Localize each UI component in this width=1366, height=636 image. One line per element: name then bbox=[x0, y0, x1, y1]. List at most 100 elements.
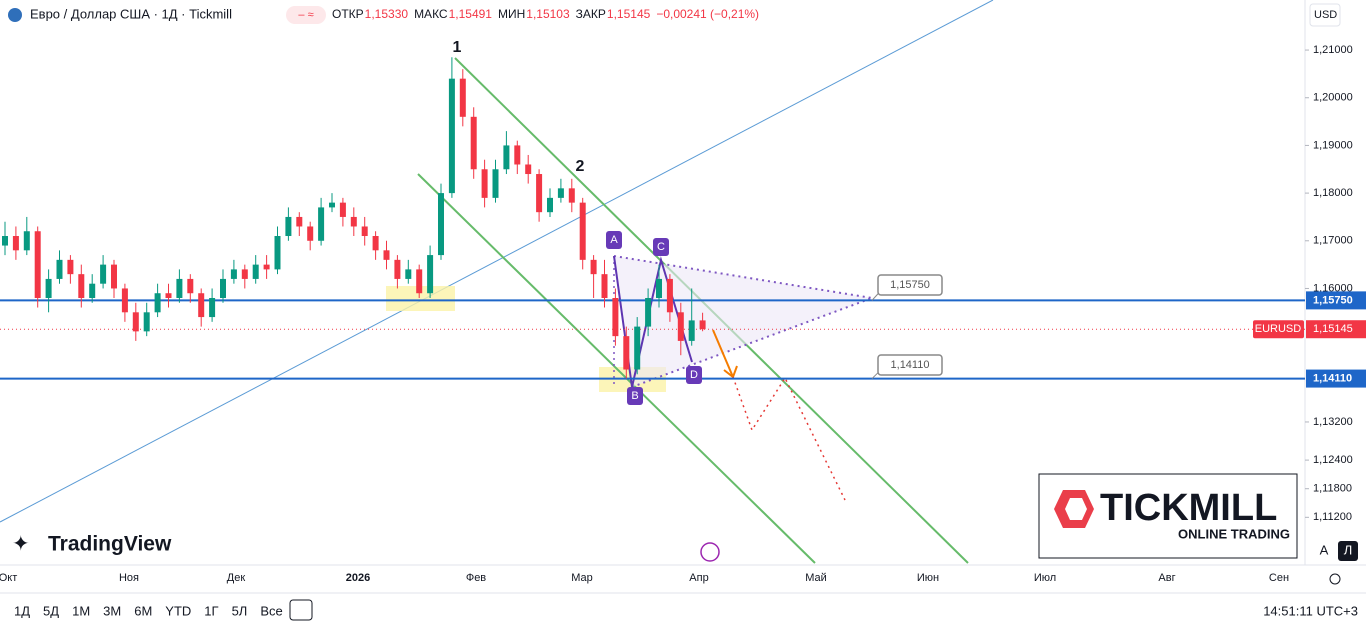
candle-body bbox=[23, 231, 30, 251]
candle-body bbox=[307, 226, 314, 241]
candle-body bbox=[699, 320, 706, 330]
callout-label: 1,14110 bbox=[891, 359, 930, 371]
candle-body bbox=[329, 202, 335, 208]
y-tick-label: 1,11200 bbox=[1313, 511, 1352, 523]
candle-body bbox=[427, 255, 434, 294]
candle-body bbox=[547, 197, 553, 213]
candle-body bbox=[536, 174, 543, 213]
candle-body bbox=[470, 116, 477, 170]
last-name-tag bbox=[1253, 320, 1304, 339]
candle-body bbox=[634, 326, 641, 370]
candle-body bbox=[100, 264, 107, 284]
x-tick-label: Ноя bbox=[119, 572, 139, 584]
candle-body bbox=[263, 264, 270, 270]
candle-body bbox=[198, 293, 205, 318]
candle-body bbox=[12, 236, 19, 251]
candle-body bbox=[666, 278, 673, 313]
y-tick-label: 1,20000 bbox=[1313, 92, 1353, 104]
watermark-logo: ✦ bbox=[12, 533, 30, 556]
pattern-label: C bbox=[657, 241, 665, 253]
timeframe-button[interactable]: 5Д bbox=[43, 603, 59, 618]
timeframe-button[interactable]: YTD bbox=[165, 603, 191, 618]
symbol-icon bbox=[8, 8, 22, 22]
candle-body bbox=[405, 269, 412, 279]
pattern-label: D bbox=[690, 369, 698, 381]
callout-box bbox=[877, 354, 943, 376]
ohlc-label: МАКС bbox=[414, 7, 448, 21]
timeframe-button[interactable]: 1М bbox=[72, 603, 90, 618]
candle-body bbox=[56, 259, 63, 279]
pattern-tag bbox=[606, 231, 622, 249]
scale-button-label: Л bbox=[1344, 542, 1353, 557]
candle-body bbox=[623, 336, 630, 370]
triangle-edge bbox=[631, 297, 873, 388]
triangle-edge bbox=[613, 255, 873, 299]
candle-body bbox=[45, 278, 52, 298]
x-tick-label: Июл bbox=[1034, 572, 1056, 584]
scale-button[interactable] bbox=[1338, 541, 1358, 561]
scale-button-label: A bbox=[1320, 542, 1329, 557]
candle-body bbox=[677, 312, 684, 341]
y-tick-label: 1,17000 bbox=[1313, 235, 1353, 247]
logo-brand: TICKMILL bbox=[1100, 487, 1277, 529]
candle-body bbox=[176, 278, 183, 298]
x-tick-label: Дек bbox=[227, 572, 246, 584]
candle-body bbox=[590, 259, 597, 275]
candle-body bbox=[132, 312, 139, 332]
candle-body bbox=[601, 274, 608, 298]
timeframe-button[interactable]: 1Г bbox=[204, 603, 218, 618]
pattern-tag bbox=[627, 387, 643, 405]
candle-body bbox=[612, 297, 619, 337]
candle-body bbox=[645, 297, 652, 327]
settings-icon[interactable] bbox=[1329, 573, 1341, 585]
y-tick-label: 1,19000 bbox=[1313, 139, 1353, 151]
candle-body bbox=[220, 278, 226, 298]
candle-body bbox=[209, 297, 216, 318]
channel-line bbox=[417, 173, 816, 564]
timeframe-button[interactable]: 5Л bbox=[232, 603, 248, 618]
candle-body bbox=[2, 236, 8, 246]
candle-body bbox=[241, 269, 248, 279]
candle-body bbox=[514, 145, 521, 165]
candle-body bbox=[503, 145, 510, 170]
candle-body bbox=[78, 274, 85, 298]
scale-button[interactable] bbox=[1314, 541, 1334, 561]
wave-label: 2 bbox=[576, 158, 585, 175]
pattern-tag bbox=[686, 366, 702, 384]
candle-body bbox=[274, 236, 281, 270]
candle-body bbox=[492, 169, 499, 198]
candle-body bbox=[448, 78, 455, 194]
candle-body bbox=[296, 216, 303, 227]
currency-button[interactable] bbox=[1309, 3, 1341, 27]
candle-body bbox=[459, 78, 466, 117]
symbol: Евро / Доллар США · 1Д · Tickmill bbox=[30, 6, 232, 21]
change: −0,00241 (−0,21%) bbox=[656, 7, 759, 21]
candle-body bbox=[252, 264, 259, 279]
last-name: EURUSD bbox=[1255, 323, 1302, 335]
candle-body bbox=[656, 278, 662, 298]
candle-body bbox=[89, 283, 96, 298]
candle-body bbox=[438, 193, 444, 256]
timeframe-button[interactable]: 3М bbox=[103, 603, 121, 618]
level-tag bbox=[1306, 291, 1366, 310]
callout-label: 1,15750 bbox=[890, 279, 930, 291]
trend-line bbox=[0, 0, 994, 523]
timeframe-button[interactable]: 1Д bbox=[14, 603, 30, 618]
timeframe-button[interactable]: 6М bbox=[134, 603, 152, 618]
candle-body bbox=[318, 207, 325, 241]
candle-body bbox=[416, 269, 423, 294]
candle-body bbox=[688, 320, 695, 341]
toggle[interactable] bbox=[286, 6, 326, 24]
candle-body bbox=[111, 264, 117, 289]
event-icon[interactable] bbox=[700, 542, 720, 562]
ohlc-value: 1,15103 bbox=[526, 7, 570, 21]
candle-body bbox=[383, 250, 390, 260]
date-range-icon[interactable] bbox=[289, 599, 313, 621]
ohlc-value: 1,15330 bbox=[365, 7, 409, 21]
candle-body bbox=[579, 202, 586, 260]
candle-body bbox=[67, 259, 74, 275]
candle-body bbox=[187, 278, 194, 294]
forecast-arrow bbox=[712, 329, 734, 378]
timeframe-button[interactable]: Все bbox=[260, 603, 282, 618]
